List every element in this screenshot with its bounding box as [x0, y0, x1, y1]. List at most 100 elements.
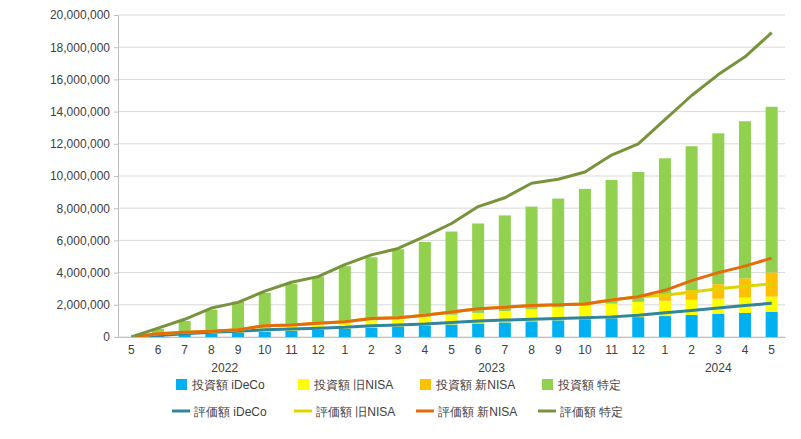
- grid-line: [118, 15, 785, 16]
- y-tick: 6,000,000: [57, 234, 118, 248]
- y-tick: 4,000,000: [57, 266, 118, 280]
- y-axis-line: [114, 16, 119, 338]
- x-tick-label: 3: [715, 343, 722, 357]
- bar: [739, 313, 751, 337]
- legend-label: 投資額 iDeCo: [191, 378, 265, 392]
- grid-line: [118, 208, 785, 209]
- x-tick-label: 9: [555, 343, 562, 357]
- x-tick-label: 12: [632, 343, 646, 357]
- x-tick: 5: [768, 343, 775, 357]
- x-tick: 4: [421, 343, 428, 357]
- bar: [365, 257, 377, 320]
- bar: [445, 232, 457, 315]
- x-tick-label: 11: [605, 343, 618, 357]
- bar: [259, 293, 271, 328]
- x-tick: 2: [688, 343, 695, 357]
- grid-line: [118, 47, 785, 48]
- x-group-label: 2023: [478, 361, 505, 375]
- bar: [552, 199, 564, 308]
- y-tick-label: 18,000,000: [50, 41, 110, 55]
- x-tick-label: 6: [475, 343, 482, 357]
- legend-label: 評価額 iDeCo: [194, 405, 267, 419]
- y-tick-label: 16,000,000: [50, 73, 110, 87]
- line: [131, 33, 771, 337]
- y-tick-label: 2,000,000: [57, 298, 111, 312]
- legend-swatch: [420, 379, 431, 390]
- y-tick-mark: [114, 208, 118, 209]
- bar: [419, 242, 431, 317]
- bar: [659, 316, 671, 337]
- bar: [659, 158, 671, 296]
- legend-swatch: [294, 410, 312, 413]
- x-tick: 10: [578, 343, 592, 357]
- x-tick-label: 7: [181, 343, 188, 357]
- x-tick-label: 4: [421, 343, 428, 357]
- x-tick: 11: [605, 343, 618, 357]
- bar: [632, 172, 644, 302]
- bar: [392, 327, 404, 337]
- legend-label: 評価額 特定: [560, 405, 623, 419]
- x-tick-label: 5: [448, 343, 455, 357]
- x-tick-label: 8: [528, 343, 535, 357]
- bar: [686, 315, 698, 337]
- x-tick: 6: [155, 343, 162, 357]
- line: [131, 258, 771, 337]
- legend-label: 評価額 新NISA: [438, 405, 517, 419]
- bar: [365, 328, 377, 337]
- x-tick-label: 7: [502, 343, 509, 357]
- y-tick-mark: [114, 305, 118, 306]
- legend-label: 投資額 新NISA: [435, 378, 515, 392]
- x-tick: 7: [181, 343, 188, 357]
- bar: [712, 314, 724, 337]
- x-tick-label: 8: [208, 343, 215, 357]
- legend-label: 投資額 旧NISA: [313, 378, 393, 392]
- bar: [526, 321, 538, 337]
- legend-label: 評価額 旧NISA: [316, 405, 395, 419]
- x-tick: 6: [475, 343, 482, 357]
- y-tick-label: 20,000,000: [50, 8, 110, 22]
- bar: [419, 325, 431, 337]
- y-tick: 10,000,000: [50, 169, 118, 183]
- legend-swatch: [176, 379, 187, 390]
- bar: [766, 107, 778, 273]
- y-tick: 16,000,000: [50, 73, 118, 87]
- x-tick-label: 12: [311, 343, 325, 357]
- y-tick-mark: [114, 79, 118, 80]
- x-tick-label: 4: [742, 343, 749, 357]
- y-tick-mark: [114, 337, 118, 338]
- x-group-label: 2024: [705, 361, 732, 375]
- bar: [339, 266, 351, 322]
- y-tick: 14,000,000: [50, 105, 118, 119]
- bar: [285, 331, 297, 337]
- bar: [526, 207, 538, 310]
- y-tick-label: 6,000,000: [57, 234, 111, 248]
- bar: [552, 320, 564, 337]
- bar: [579, 319, 591, 337]
- grid-line: [118, 176, 785, 177]
- grid-line: [118, 111, 785, 112]
- x-axis-line: [119, 337, 786, 338]
- x-tick-label: 9: [235, 343, 242, 357]
- y-tick-mark: [114, 112, 118, 113]
- x-group-label: 2022: [211, 361, 238, 375]
- legend-swatch: [542, 379, 553, 390]
- x-tick-label: 6: [155, 343, 162, 357]
- x-tick: 7: [502, 343, 509, 357]
- y-tick-mark: [114, 273, 118, 274]
- y-tick-label: 12,000,000: [50, 137, 110, 151]
- bar: [686, 146, 698, 290]
- y-tick-label: 4,000,000: [57, 266, 111, 280]
- bar: [606, 180, 618, 304]
- x-tick-label: 1: [341, 343, 348, 357]
- bar-series: [152, 107, 778, 335]
- legend: 投資額 iDeCo 投資額 旧NISA 投資額 新NISA 投資額 特定評価額 iDe…: [172, 378, 623, 419]
- x-tick: 3: [395, 343, 402, 357]
- chart: 02,000,0004,000,0006,000,0008,000,00010,…: [0, 0, 801, 439]
- x-tick-label: 5: [768, 343, 775, 357]
- x-tick: 5: [128, 343, 135, 357]
- legend-swatch: [172, 410, 190, 413]
- legend-label: 投資額 特定: [557, 378, 621, 392]
- bar: [445, 324, 457, 337]
- y-tick-label: 14,000,000: [50, 105, 110, 119]
- y-tick: 2,000,000: [57, 298, 118, 312]
